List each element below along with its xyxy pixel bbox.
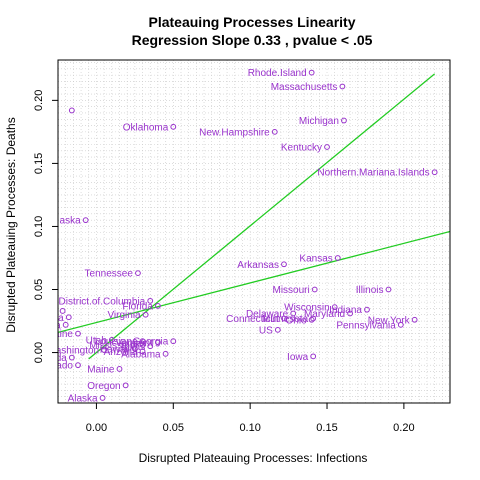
- point-label: Virginia: [107, 310, 141, 321]
- point-label: Arkansas: [237, 260, 279, 271]
- point-label: US: [259, 325, 273, 336]
- point-label: Maine: [87, 364, 115, 375]
- y-axis-title: Disrupted Plateauing Processes: Deaths: [4, 117, 18, 332]
- y-tick-label: 0.05: [33, 279, 45, 300]
- x-tick-label: 0.00: [86, 422, 107, 434]
- point-label: Northern.Mariana.Islands: [317, 168, 429, 179]
- chart-subtitle: Regression Slope 0.33 , pvalue < .05: [132, 32, 373, 48]
- y-tick-label: 0.10: [33, 216, 45, 237]
- x-tick-label: 0.05: [163, 422, 184, 434]
- point-label: Alabama: [121, 349, 161, 360]
- x-axis-title: Disrupted Plateauing Processes: Infectio…: [139, 451, 368, 465]
- point-label: Pennsylvania: [336, 320, 396, 331]
- y-tick-label: 0.00: [33, 342, 45, 363]
- point-label: Kentucky: [281, 143, 322, 154]
- point-label: Massachusetts: [271, 82, 338, 93]
- point-label: aska: [60, 216, 82, 227]
- x-tick-label: 0.15: [316, 422, 337, 434]
- point-label: Tennessee: [85, 269, 134, 280]
- point-label: Oklahoma: [123, 122, 169, 133]
- y-tick-label: 0.15: [33, 153, 45, 174]
- point-label: Ohio: [286, 315, 308, 326]
- point-label: New.Hampshire: [199, 127, 270, 138]
- y-tick-label: 0.20: [33, 90, 45, 111]
- point-label: Michigan: [299, 116, 339, 127]
- point-label: Oregon: [87, 381, 120, 392]
- point-label: Missouri: [272, 285, 309, 296]
- x-tick-label: 0.10: [239, 422, 260, 434]
- point-label: Rhode.Island: [248, 68, 307, 79]
- chart-title: Plateauing Processes Linearity: [149, 14, 356, 30]
- x-tick-label: 0.20: [393, 422, 414, 434]
- point-label: Iowa: [287, 352, 309, 363]
- point-label: Maryland: [304, 309, 345, 320]
- point-label: Kansas: [299, 253, 332, 264]
- point-label: Illinois: [356, 285, 384, 296]
